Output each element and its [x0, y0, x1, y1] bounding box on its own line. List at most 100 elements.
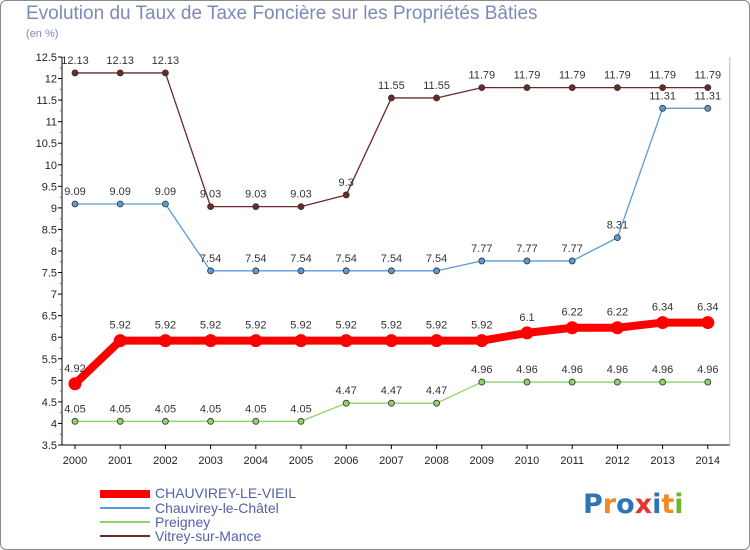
data-point-chauvirey-le-vieil	[249, 334, 263, 348]
y-tick-label: 5.5	[42, 354, 57, 366]
data-point-preigney	[614, 378, 621, 386]
data-point-chauvirey-le-vieil	[113, 334, 127, 348]
data-point-vitrey-sur-mance	[614, 84, 621, 92]
legend-item-chauvirey-le-vieil[interactable]: CHAUVIREY-LE-VIEIL	[100, 485, 360, 501]
data-label-chauvirey-le-vieil: 5.92	[471, 320, 492, 332]
data-label-vitrey-sur-mance: 9.03	[290, 189, 311, 201]
logo-letter: o	[616, 489, 635, 520]
data-point-vitrey-sur-mance	[161, 69, 169, 77]
data-label-preigney: 4.47	[335, 385, 356, 397]
data-point-chauvirey-le-vieil	[384, 334, 398, 348]
data-point-chauvirey-le-vieil	[430, 334, 444, 348]
data-label-chauvirey-le-vieil: 5.92	[426, 320, 447, 332]
data-label-chauvirey-le-vieil: 5.92	[155, 320, 176, 332]
proxiti-logo: Proxiti	[583, 489, 684, 520]
data-point-chauvirey-le-chatel	[433, 267, 441, 275]
data-label-chauvirey-le-vieil: 5.92	[200, 320, 221, 332]
data-label-vitrey-sur-mance: 11.55	[423, 80, 450, 92]
legend-swatch-preigney	[100, 521, 150, 523]
legend-item-vitrey-sur-mance[interactable]: Vitrey-sur-Mance	[100, 528, 360, 544]
data-point-preigney	[71, 417, 79, 425]
data-label-preigney: 4.96	[471, 364, 492, 376]
data-label-preigney: 4.05	[155, 403, 176, 415]
data-label-vitrey-sur-mance: 11.79	[649, 70, 676, 82]
y-tick-label: 9.5	[42, 181, 57, 193]
data-point-preigney	[387, 399, 395, 407]
data-point-chauvirey-le-chatel	[478, 257, 486, 265]
data-label-vitrey-sur-mance: 12.13	[61, 55, 89, 67]
data-point-chauvirey-le-chatel	[71, 200, 79, 208]
data-label-preigney: 4.05	[109, 403, 130, 415]
data-point-chauvirey-le-vieil	[565, 321, 579, 335]
data-label-chauvirey-le-chatel: 8.31	[607, 220, 628, 232]
data-label-chauvirey-le-chatel: 7.54	[426, 253, 447, 265]
data-point-vitrey-sur-mance	[252, 203, 260, 210]
x-tick-label: 2001	[108, 455, 132, 467]
legend-item-chauvirey-le-chatel[interactable]: Chauvirey-le-Châtel	[100, 500, 360, 516]
data-point-chauvirey-le-vieil	[701, 316, 715, 330]
data-point-vitrey-sur-mance	[659, 84, 666, 92]
x-tick-label: 2005	[289, 455, 313, 467]
data-point-vitrey-sur-mance	[342, 191, 350, 199]
data-point-vitrey-sur-mance	[297, 203, 305, 210]
logo-letter: r	[602, 489, 617, 520]
data-point-chauvirey-le-vieil	[656, 316, 670, 330]
data-label-chauvirey-le-vieil: 5.92	[109, 320, 130, 332]
data-label-preigney: 4.05	[200, 403, 221, 415]
data-point-chauvirey-le-chatel	[523, 257, 531, 265]
data-label-chauvirey-le-vieil: 5.92	[335, 320, 356, 332]
legend-item-preigney[interactable]: Preigney	[100, 514, 360, 530]
data-point-vitrey-sur-mance	[433, 94, 441, 102]
data-label-chauvirey-le-vieil: 6.34	[652, 302, 673, 314]
y-tick-label: 8.5	[42, 224, 57, 236]
y-tick-label: 12	[45, 74, 57, 86]
data-point-chauvirey-le-chatel	[161, 200, 169, 208]
data-label-preigney: 4.05	[64, 403, 85, 415]
data-point-preigney	[568, 378, 576, 386]
data-label-vitrey-sur-mance: 11.79	[514, 70, 541, 82]
y-tick-label: 10.5	[36, 138, 57, 150]
y-axis-unit-label: (en %)	[26, 28, 59, 40]
data-label-preigney: 4.96	[516, 364, 537, 376]
legend-swatch-chauvirey-le-vieil	[100, 490, 150, 498]
x-tick-label: 2014	[696, 455, 720, 467]
data-label-vitrey-sur-mance: 11.79	[559, 70, 586, 82]
data-point-vitrey-sur-mance	[523, 84, 531, 92]
data-point-preigney	[161, 417, 169, 425]
data-label-vitrey-sur-mance: 9.03	[245, 189, 266, 201]
y-tick-label: 6.5	[42, 311, 57, 323]
data-label-vitrey-sur-mance: 12.13	[152, 55, 180, 67]
y-tick-label: 7	[51, 289, 57, 301]
data-label-chauvirey-le-chatel: 11.31	[649, 90, 676, 102]
data-label-preigney: 4.47	[426, 385, 447, 397]
legend-label-chauvirey-le-chatel: Chauvirey-le-Châtel	[155, 500, 279, 516]
data-point-chauvirey-le-chatel	[704, 104, 712, 112]
data-point-vitrey-sur-mance	[207, 203, 215, 210]
data-point-chauvirey-le-chatel	[342, 267, 350, 275]
data-label-chauvirey-le-vieil: 5.92	[245, 320, 266, 332]
data-label-chauvirey-le-chatel: 7.54	[381, 253, 402, 265]
y-tick-label: 4.5	[42, 397, 57, 409]
data-label-chauvirey-le-chatel: 7.77	[561, 243, 582, 255]
data-point-preigney	[433, 399, 441, 407]
data-label-chauvirey-le-vieil: 6.1	[519, 312, 534, 324]
logo-letter: i	[652, 489, 662, 520]
x-tick-label: 2003	[198, 455, 222, 467]
data-label-chauvirey-le-vieil: 5.92	[290, 320, 311, 332]
logo-letter: t	[661, 489, 675, 520]
y-tick-label: 8	[51, 246, 57, 258]
chart-title: Evolution du Taux de Taxe Foncière sur l…	[26, 3, 538, 24]
data-point-chauvirey-le-vieil	[475, 334, 489, 348]
data-point-preigney	[297, 417, 305, 425]
data-label-vitrey-sur-mance: 11.79	[604, 70, 631, 82]
x-tick-label: 2000	[63, 455, 87, 467]
data-label-vitrey-sur-mance: 11.79	[694, 70, 721, 82]
data-label-chauvirey-le-chatel: 7.77	[471, 243, 492, 255]
data-point-preigney	[478, 378, 486, 386]
y-tick-label: 11.5	[36, 95, 57, 107]
y-tick-label: 9	[51, 203, 57, 215]
data-label-preigney: 4.96	[561, 364, 582, 376]
data-label-vitrey-sur-mance: 9.03	[200, 189, 221, 201]
data-point-chauvirey-le-chatel	[614, 234, 621, 242]
y-tick-label: 6	[51, 332, 57, 344]
